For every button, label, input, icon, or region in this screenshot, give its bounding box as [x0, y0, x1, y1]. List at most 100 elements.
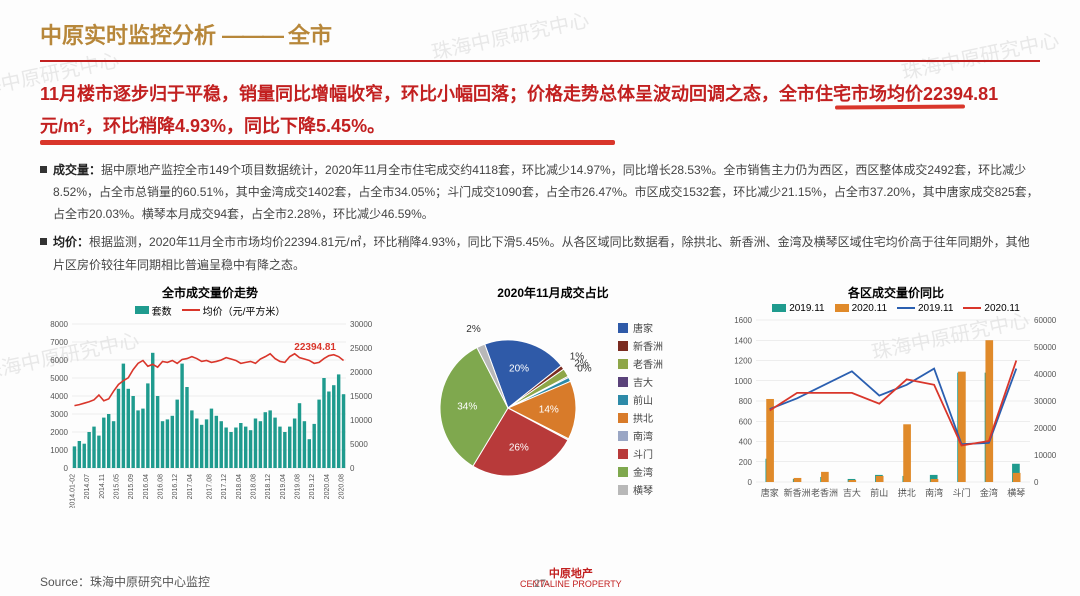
- svg-text:2014.11: 2014.11: [99, 474, 106, 499]
- legend-label: 2020.11: [984, 303, 1019, 314]
- svg-text:600: 600: [739, 417, 753, 426]
- svg-text:2017.12: 2017.12: [221, 474, 228, 499]
- legend-label: 2020.11: [852, 303, 887, 314]
- legend-item: 2020.11: [963, 303, 1019, 314]
- svg-text:20000: 20000: [1034, 424, 1057, 433]
- svg-text:2014.01-02: 2014.01-02: [69, 474, 76, 508]
- svg-text:800: 800: [739, 397, 753, 406]
- svg-text:1000: 1000: [50, 446, 68, 455]
- svg-text:3000: 3000: [50, 410, 68, 419]
- svg-text:2018.12: 2018.12: [265, 474, 272, 499]
- chart-pie: 2020年11月成交占比 20%1%2%0%14%26%34%2%唐家新香洲老香…: [398, 284, 708, 514]
- svg-text:金湾: 金湾: [980, 487, 998, 498]
- svg-text:2019.08: 2019.08: [295, 474, 302, 499]
- chart-legend: 套数 均价（元/平方米）: [40, 303, 380, 318]
- svg-text:横琴: 横琴: [633, 484, 653, 497]
- chart-legend: 2019.11 2020.11 2019.11 2020.11: [726, 303, 1066, 314]
- svg-text:34%: 34%: [457, 401, 477, 412]
- svg-text:22394.81: 22394.81: [294, 342, 336, 353]
- svg-text:吉大: 吉大: [633, 376, 653, 389]
- page-number: -27-: [530, 578, 550, 590]
- legend-label: 2019.11: [918, 303, 953, 314]
- highlight-underline: [40, 140, 615, 145]
- svg-text:2%: 2%: [466, 324, 481, 335]
- svg-text:1600: 1600: [734, 316, 752, 325]
- legend-item: 2019.11: [772, 303, 824, 314]
- svg-text:0: 0: [748, 478, 753, 487]
- legend-item: 2020.11: [835, 303, 887, 314]
- bullet-text: 根据监测，2020年11月全市市场均价22394.81元/㎡，环比稍降4.93%…: [53, 235, 1030, 271]
- svg-text:15000: 15000: [350, 392, 373, 401]
- bullet-label: 成交量：: [53, 163, 101, 177]
- svg-text:2015.05: 2015.05: [113, 474, 120, 499]
- svg-text:20%: 20%: [509, 363, 529, 374]
- svg-text:2020.04: 2020.04: [324, 474, 331, 499]
- svg-text:横琴: 横琴: [1007, 487, 1025, 498]
- svg-text:30000: 30000: [350, 320, 373, 329]
- svg-text:10000: 10000: [1034, 451, 1057, 460]
- svg-text:40000: 40000: [1034, 370, 1057, 379]
- svg-text:2017.08: 2017.08: [206, 474, 213, 499]
- legend-label: 均价（元/平方米）: [203, 303, 286, 318]
- svg-text:400: 400: [739, 437, 753, 446]
- svg-text:南湾: 南湾: [633, 430, 653, 443]
- svg-text:14%: 14%: [539, 404, 559, 415]
- legend-label: 套数: [152, 303, 172, 318]
- svg-text:唐家: 唐家: [633, 322, 653, 335]
- bullet-square-icon: [40, 238, 47, 245]
- svg-text:60000: 60000: [1034, 316, 1057, 325]
- svg-text:8000: 8000: [50, 320, 68, 329]
- svg-text:25000: 25000: [350, 344, 373, 353]
- svg-text:斗门: 斗门: [952, 487, 970, 498]
- svg-text:2020.08: 2020.08: [339, 474, 346, 499]
- svg-text:30000: 30000: [1034, 397, 1057, 406]
- title-part-b: 全市: [288, 18, 332, 50]
- svg-text:20000: 20000: [350, 368, 373, 377]
- svg-text:50000: 50000: [1034, 343, 1057, 352]
- svg-text:2016.12: 2016.12: [172, 474, 179, 499]
- bullet-item: 成交量：据中原地产监控全市149个项目数据统计，2020年11月全市住宅成交约4…: [40, 159, 1040, 226]
- pie-chart: 20%1%2%0%14%26%34%2%唐家新香洲老香洲吉大前山拱北南湾斗门金湾…: [398, 303, 708, 503]
- svg-text:1000: 1000: [734, 376, 752, 385]
- svg-text:26%: 26%: [509, 442, 529, 453]
- horizontal-rule: [40, 60, 1040, 62]
- svg-text:5000: 5000: [50, 374, 68, 383]
- bullet-label: 均价：: [53, 235, 89, 249]
- svg-text:200: 200: [739, 457, 753, 466]
- combo-chart: 0100020003000400050006000700080000500010…: [40, 318, 380, 508]
- bullet-list: 成交量：据中原地产监控全市149个项目数据统计，2020年11月全市住宅成交约4…: [40, 159, 1040, 276]
- page-title: 中原实时监控分析 ——— 全市: [40, 18, 1040, 50]
- svg-text:2019.12: 2019.12: [309, 474, 316, 499]
- svg-text:2000: 2000: [50, 428, 68, 437]
- svg-text:1400: 1400: [734, 336, 752, 345]
- source-label: Source：珠海中原研究中心监控: [40, 573, 210, 590]
- svg-text:10000: 10000: [350, 416, 373, 425]
- svg-text:前山: 前山: [633, 394, 653, 407]
- bullet-text: 据中原地产监控全市149个项目数据统计，2020年11月全市住宅成交约4118套…: [53, 163, 1039, 221]
- chart-trend: 全市成交量价走势 套数 均价（元/平方米） 0 1000 2000 3000 4000 5…: [40, 284, 380, 514]
- svg-text:新香洲: 新香洲: [784, 487, 811, 498]
- svg-text:唐家: 唐家: [761, 487, 779, 498]
- svg-text:新香洲: 新香洲: [633, 340, 663, 353]
- legend-item: 2019.11: [897, 303, 953, 314]
- svg-text:斗门: 斗门: [633, 448, 653, 461]
- svg-text:0: 0: [350, 464, 355, 473]
- svg-text:2017.04: 2017.04: [187, 474, 194, 499]
- chart-title: 全市成交量价走势: [40, 284, 380, 301]
- svg-text:0: 0: [64, 464, 69, 473]
- svg-text:0: 0: [1034, 478, 1039, 487]
- svg-text:2016.08: 2016.08: [158, 474, 165, 499]
- svg-text:拱北: 拱北: [633, 412, 653, 425]
- svg-text:4000: 4000: [50, 392, 68, 401]
- summary-text: 11月楼市逐步归于平稳，销量同比增幅收窄，环比小幅回落；价格走势总体呈波动回调之…: [40, 78, 1040, 143]
- chart-title: 各区成交量价同比: [726, 284, 1066, 301]
- title-part-a: 中原实时监控分析: [40, 18, 216, 50]
- svg-text:拱北: 拱北: [898, 487, 916, 498]
- bullet-item: 均价：根据监测，2020年11月全市市场均价22394.81元/㎡，环比稍降4.…: [40, 231, 1040, 275]
- svg-text:老香洲: 老香洲: [633, 358, 663, 371]
- highlight-underline: [835, 104, 965, 109]
- svg-text:吉大: 吉大: [843, 487, 861, 498]
- svg-text:2016.04: 2016.04: [143, 474, 150, 499]
- svg-text:2018.08: 2018.08: [250, 474, 257, 499]
- chart-title: 2020年11月成交占比: [398, 284, 708, 301]
